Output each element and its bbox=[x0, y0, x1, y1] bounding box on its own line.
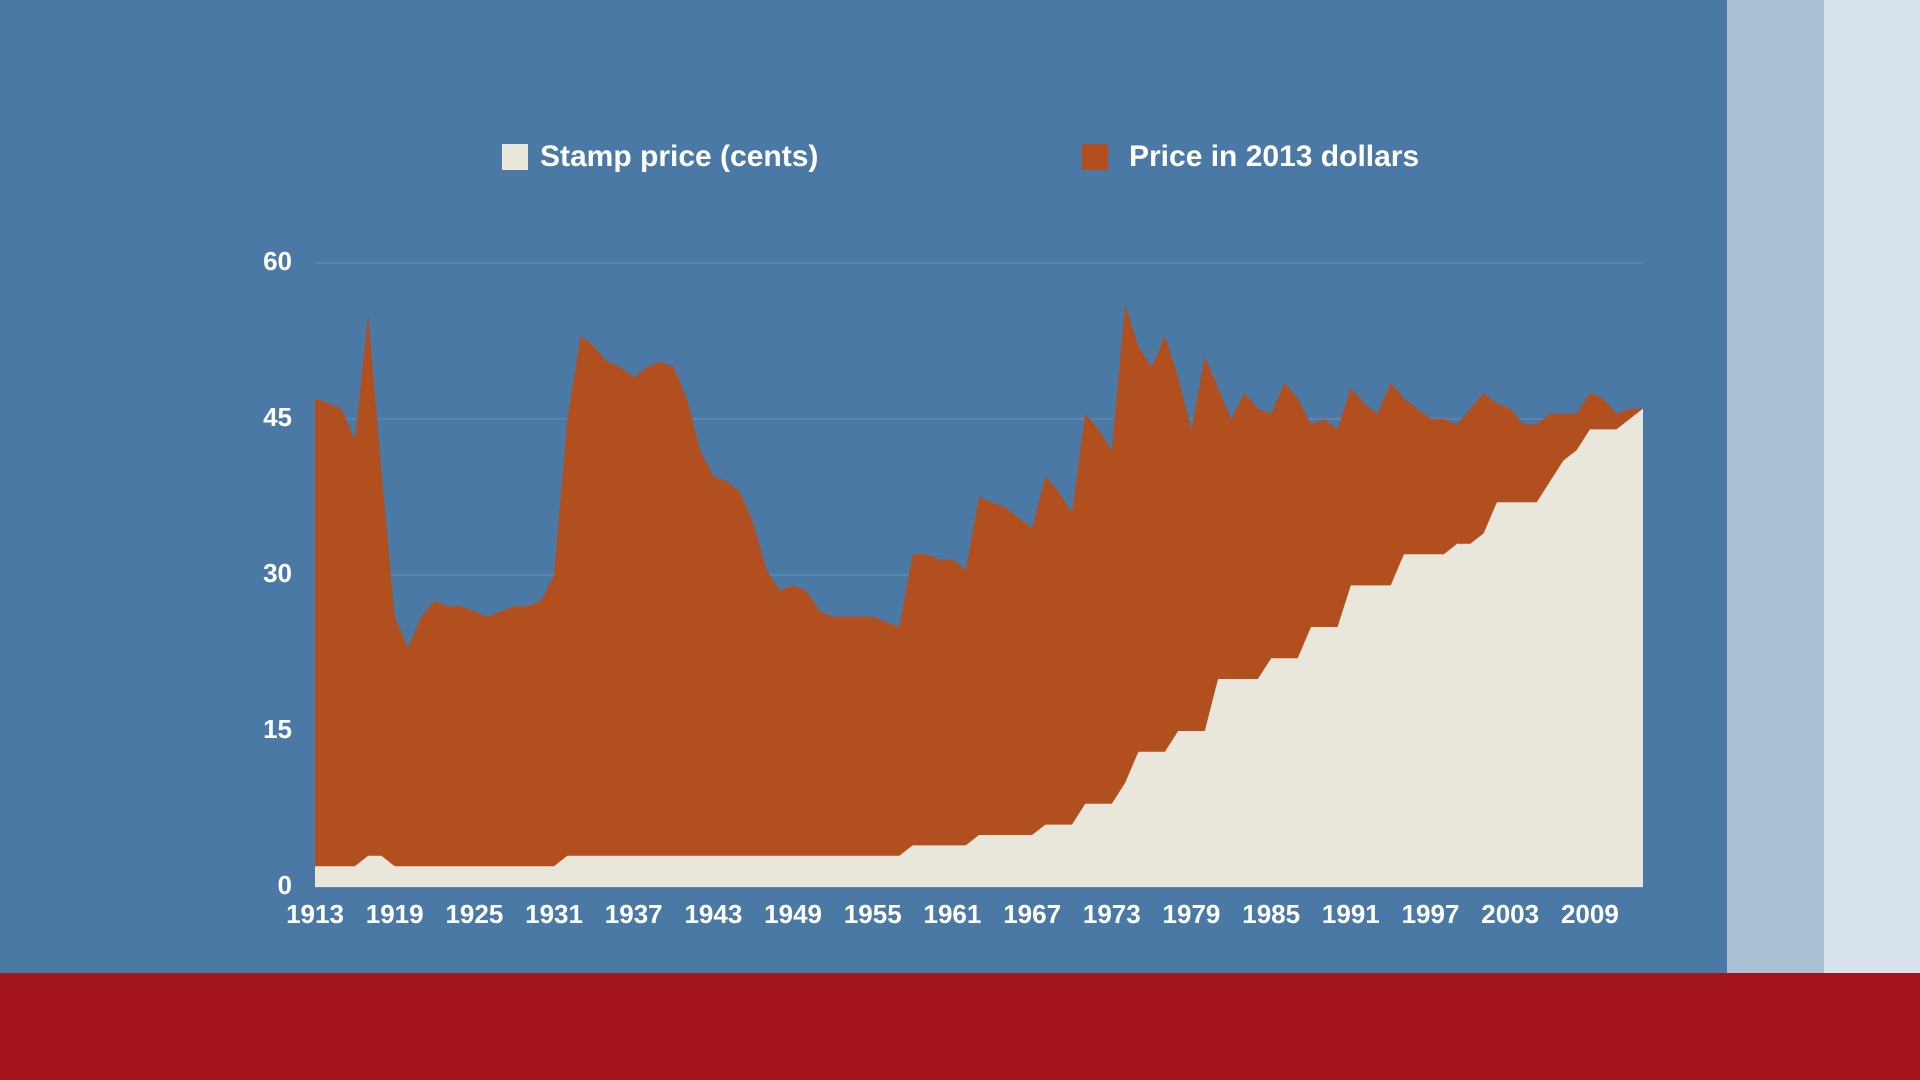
x-tick-label: 1991 bbox=[1322, 899, 1380, 929]
bottom-band bbox=[0, 973, 1920, 1080]
x-tick-label: 1979 bbox=[1163, 899, 1221, 929]
x-tick-label: 1913 bbox=[286, 899, 344, 929]
x-tick-label: 1985 bbox=[1242, 899, 1300, 929]
x-tick-label: 1973 bbox=[1083, 899, 1141, 929]
y-tick-label: 30 bbox=[263, 558, 292, 588]
legend-label: Price in 2013 dollars bbox=[1129, 140, 1419, 173]
legend-label: Stamp price (cents) bbox=[540, 140, 818, 173]
x-tick-label: 1943 bbox=[684, 899, 742, 929]
x-tick-label: 2003 bbox=[1481, 899, 1539, 929]
x-tick-label: 1949 bbox=[764, 899, 822, 929]
side-strip bbox=[1824, 0, 1920, 973]
x-tick-label: 1961 bbox=[924, 899, 982, 929]
x-tick-label: 1997 bbox=[1402, 899, 1460, 929]
x-tick-label: 1919 bbox=[366, 899, 424, 929]
y-tick-label: 0 bbox=[278, 870, 292, 900]
y-tick-label: 15 bbox=[263, 714, 292, 744]
x-tick-label: 1937 bbox=[605, 899, 663, 929]
y-tick-label: 60 bbox=[263, 246, 292, 276]
legend-swatch bbox=[502, 144, 528, 170]
x-tick-label: 1955 bbox=[844, 899, 902, 929]
legend-swatch bbox=[1082, 144, 1108, 170]
side-strip bbox=[1727, 0, 1824, 973]
x-tick-label: 1925 bbox=[445, 899, 503, 929]
x-tick-label: 1931 bbox=[525, 899, 583, 929]
x-tick-label: 2009 bbox=[1561, 899, 1619, 929]
x-tick-label: 1967 bbox=[1003, 899, 1061, 929]
y-tick-label: 45 bbox=[263, 402, 292, 432]
area bbox=[315, 408, 1643, 887]
